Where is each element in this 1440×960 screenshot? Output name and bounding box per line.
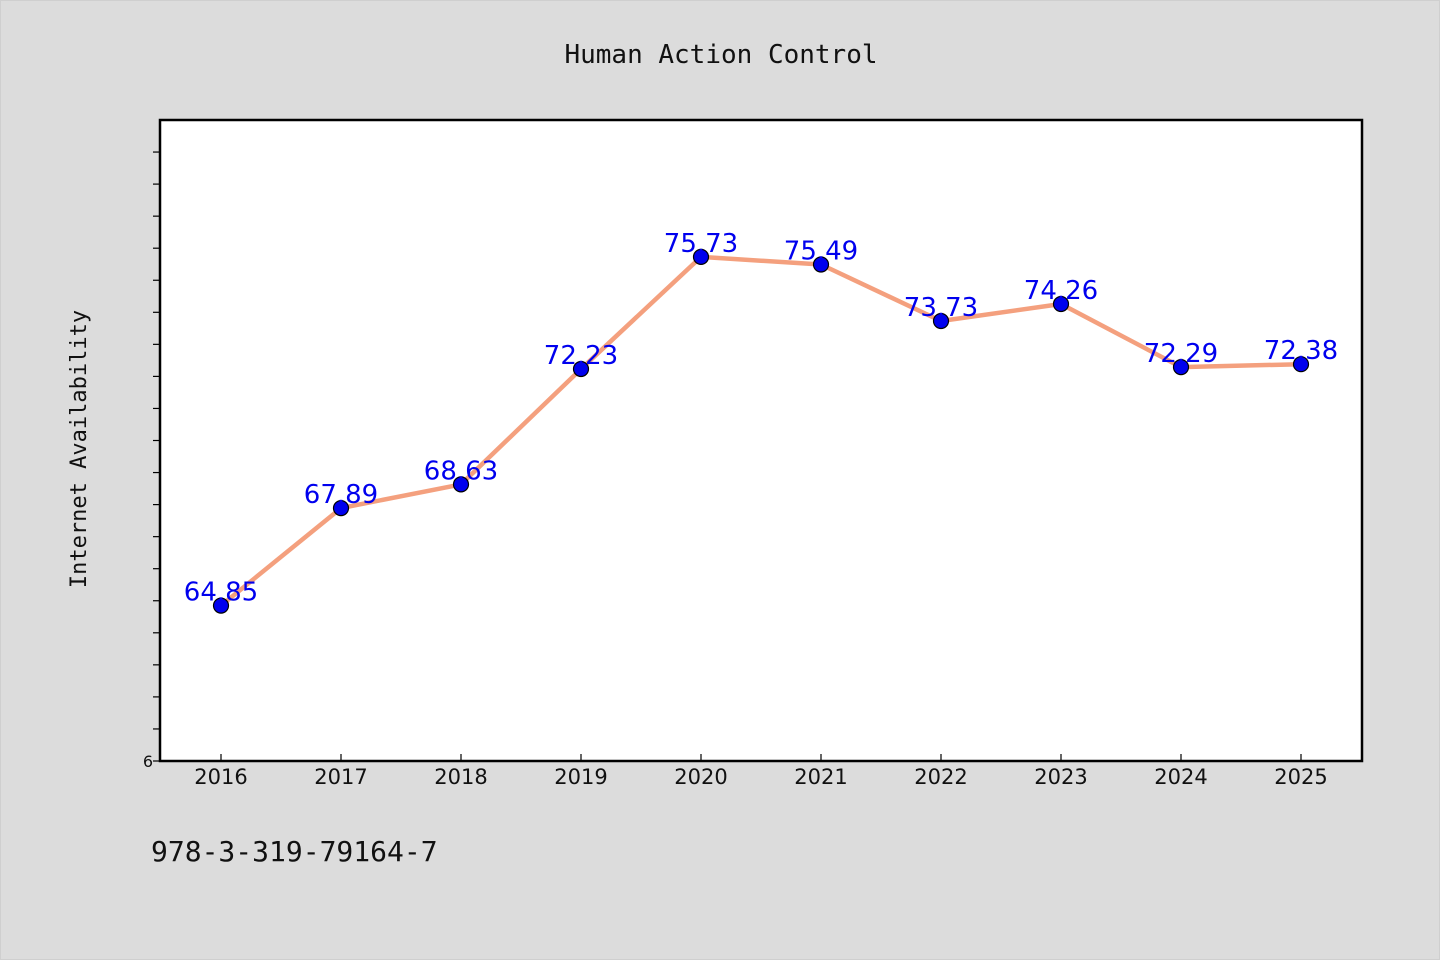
data-label: 75.73 — [664, 229, 738, 259]
y-tick-label: 6 — [143, 752, 153, 771]
chart-title: Human Action Control — [564, 40, 877, 70]
x-tick-label: 2025 — [1274, 765, 1327, 789]
x-tick-label: 2018 — [434, 765, 487, 789]
footer-code: 978-3-319-79164-7 — [151, 835, 438, 868]
data-point — [692, 248, 710, 265]
x-tick-label: 2022 — [914, 765, 967, 789]
data-point — [1172, 359, 1190, 376]
data-label: 72.29 — [1144, 339, 1218, 369]
series-group: 64.85 67.89 68.63 72.23 75.73 75.49 73.73 74.26… — [184, 229, 1338, 614]
data-point — [572, 360, 590, 378]
plot-area — [158, 118, 1364, 763]
data-point — [812, 256, 830, 273]
x-axis-ticks: 2016 2017 2018 2019 2020 2021 2022 2023 2024 2025 — [194, 754, 1328, 789]
data-label: 73.73 — [904, 293, 978, 323]
data-point — [212, 597, 230, 614]
data-label: 72.38 — [1264, 336, 1338, 366]
x-tick-label: 2024 — [1154, 765, 1207, 789]
data-label: 64.85 — [184, 578, 258, 608]
data-label: 75.49 — [784, 237, 858, 267]
x-tick-label: 2020 — [674, 765, 727, 789]
data-point — [452, 476, 470, 493]
data-label: 67.89 — [304, 480, 378, 510]
x-tick-label: 2017 — [314, 765, 367, 789]
data-point — [1052, 295, 1070, 313]
series-line — [218, 254, 1304, 608]
x-tick-label: 2016 — [194, 765, 247, 789]
y-axis-ticks — [153, 151, 160, 762]
data-point — [332, 500, 350, 517]
x-tick-label: 2021 — [794, 765, 847, 789]
data-label: 74.26 — [1024, 276, 1098, 306]
data-point — [1292, 356, 1310, 373]
y-axis-label: Internet Availability — [67, 310, 92, 588]
data-label: 68.63 — [424, 456, 498, 486]
data-point — [932, 312, 950, 330]
x-tick-label: 2019 — [554, 765, 607, 789]
x-tick-label: 2023 — [1034, 765, 1087, 789]
data-label: 72.23 — [544, 341, 618, 371]
